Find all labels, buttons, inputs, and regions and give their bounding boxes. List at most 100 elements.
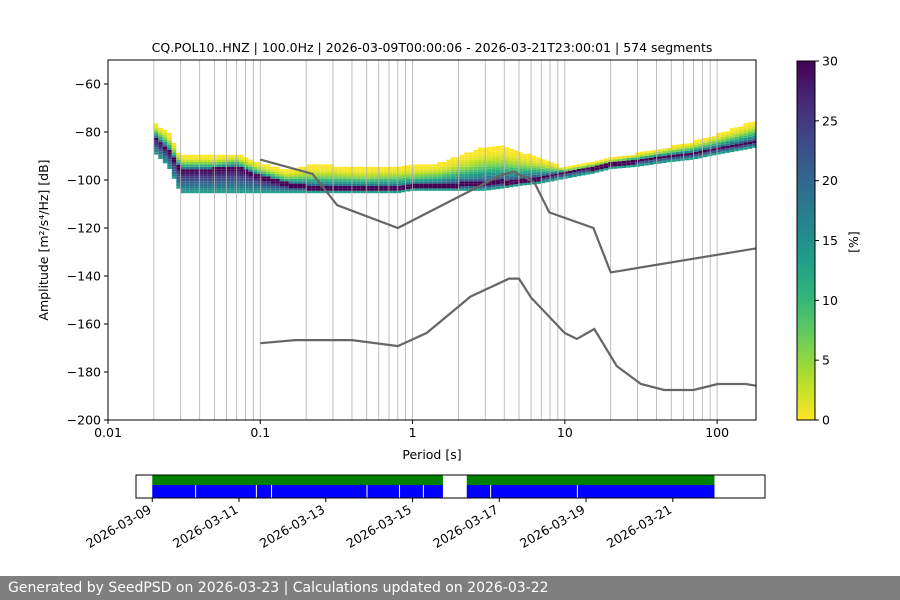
x-tick-label: 100 [705,425,729,440]
density-cell [284,169,289,172]
density-cell [239,164,244,167]
density-cell [230,154,235,158]
density-cell [194,157,199,160]
density-cell [450,169,456,172]
density-cell [194,181,199,184]
density-cell [203,166,208,170]
density-cell [725,136,730,139]
density-cell [311,166,316,170]
density-cell [648,157,654,161]
density-cell [252,169,258,172]
density-cell [189,181,195,184]
density-cell [572,169,577,173]
density-cell [693,139,699,143]
density-cell [513,169,519,173]
density-cell [491,168,496,171]
density-cell [707,153,712,157]
density-cell [599,164,604,167]
density-cell [486,163,492,167]
density-cell [383,169,388,172]
density-cell [176,186,181,189]
timeline-tick-label: 2026-03-19 [517,502,587,551]
density-cell [558,172,564,175]
density-cell [653,161,658,165]
density-cell [243,166,249,170]
density-cell [495,165,501,168]
density-cell [392,186,397,189]
density-cell [356,174,361,177]
y-tick-label: −140 [67,269,101,284]
density-cell [333,166,339,170]
density-cell [752,126,756,129]
density-cell [167,147,172,150]
timeline-frame [135,474,766,499]
density-cell [329,181,334,184]
density-cell [473,183,478,186]
density-cell [275,186,280,189]
density-cell [302,174,307,177]
density-cell [351,171,357,174]
density-cell [432,171,438,174]
density-cell [396,176,402,179]
density-cell [720,136,726,140]
density-cell [261,164,267,167]
density-cell [468,157,474,160]
density-cell [248,166,253,170]
density-cell [221,176,226,179]
density-cell [266,174,271,177]
density-cell [428,186,433,189]
density-cell [689,157,694,160]
density-cell [311,178,316,182]
density-cell [446,162,451,165]
density-cell [369,169,375,172]
density-cell [185,162,190,165]
density-cell [248,162,253,165]
density-cell [279,176,285,179]
density-cell [356,181,361,184]
density-cell [176,167,181,170]
density-cell [455,186,460,189]
density-cell [230,183,235,186]
density-cell [387,178,393,182]
density-cell [288,169,294,172]
density-cell [653,154,658,157]
density-cell [500,169,505,172]
density-cell [153,123,159,126]
density-cell [302,188,307,191]
density-cell [473,166,478,170]
density-cell [450,159,456,162]
density-cell [338,190,343,194]
density-cell [365,186,370,189]
density-cell [482,166,487,170]
density-cell [261,186,267,189]
density-cell [158,127,163,131]
density-cell [158,135,163,138]
density-cell [590,169,595,172]
density-cell [185,183,190,186]
density-cell [432,181,438,184]
density-cell [302,186,307,189]
density-cell [720,144,726,147]
density-cell [630,162,636,165]
density-cell [626,155,631,158]
density-cell [176,159,181,163]
density-cell [653,152,658,155]
density-cell [261,183,267,186]
density-cell [459,186,465,189]
density-cell [720,132,726,135]
density-cell [405,189,411,192]
density-cell [257,174,262,177]
density-cell [554,175,559,179]
density-cell [248,171,253,174]
density-cell [329,190,334,194]
density-cell [284,190,289,194]
density-cell [716,149,721,153]
density-cell [185,188,190,191]
density-cell [252,162,258,165]
density-cell [167,164,172,167]
density-cell [405,179,411,182]
density-cell [351,190,357,194]
density-cell [518,178,523,181]
density-cell [666,155,672,158]
density-cell [464,183,469,186]
